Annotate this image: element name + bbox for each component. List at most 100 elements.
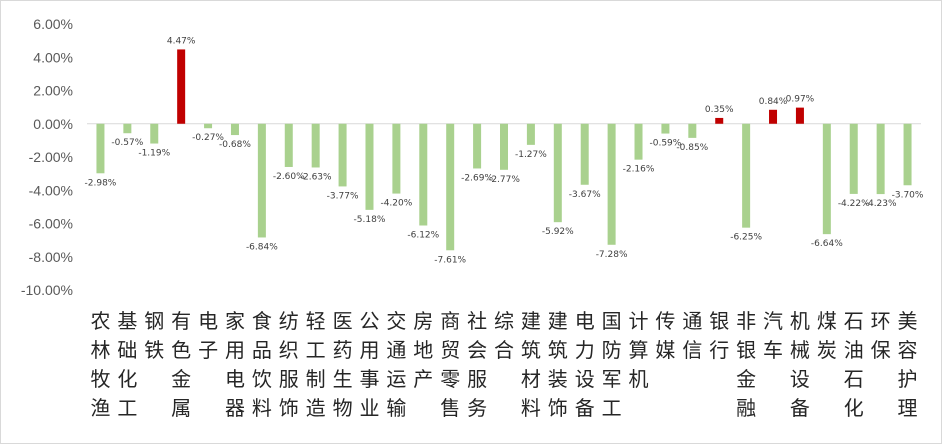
bar: [688, 123, 697, 138]
bar: [204, 123, 213, 129]
bar: [876, 123, 885, 195]
bar: [795, 107, 804, 124]
category-label: 轻工制造: [306, 309, 326, 420]
bar: [715, 117, 724, 124]
bar: [419, 123, 428, 226]
data-label: -2.63%: [300, 172, 332, 182]
data-label: -4.20%: [380, 199, 412, 209]
data-label: -2.69%: [461, 173, 493, 183]
data-label: -1.27%: [515, 150, 547, 160]
bar: [822, 123, 831, 235]
bar: [661, 123, 670, 134]
data-label: -6.12%: [407, 230, 439, 240]
data-label: 0.84%: [759, 97, 788, 107]
data-label: -7.28%: [596, 250, 628, 260]
data-label: -5.18%: [354, 215, 386, 225]
bar: [526, 123, 535, 145]
y-tick-label: 2.00%: [33, 83, 73, 99]
y-tick-label: -10.00%: [21, 282, 73, 298]
data-label: -5.92%: [542, 227, 574, 237]
category-label: 国防军工: [602, 309, 622, 420]
category-label: 美容护理: [898, 309, 918, 420]
y-tick-label: -4.00%: [29, 182, 73, 198]
data-label: -2.77%: [488, 175, 520, 185]
category-label: 计算机: [629, 309, 649, 391]
category-label: 电力设备: [575, 309, 595, 420]
data-label: -3.70%: [892, 190, 924, 200]
data-label: -3.77%: [327, 191, 359, 201]
category-label: 传媒: [655, 309, 675, 362]
bar: [392, 123, 401, 194]
category-label: 社会服务: [467, 309, 487, 420]
category-label: 商贸零售: [440, 309, 460, 420]
data-label: 0.35%: [705, 105, 734, 115]
bar: [338, 123, 347, 187]
bar: [903, 123, 912, 186]
category-label: 机械设备: [790, 309, 810, 420]
category-label: 食品饮料: [252, 309, 272, 420]
data-label: -0.27%: [192, 133, 224, 143]
category-label: 农林牧渔: [90, 309, 110, 420]
category-label: 建筑材料: [521, 309, 541, 420]
category-label: 房地产: [413, 309, 433, 391]
category-label: 煤炭: [817, 309, 837, 362]
category-label: 钢铁: [144, 309, 164, 362]
bar: [123, 123, 132, 134]
category-label: 非银金融: [736, 309, 756, 420]
category-label: 有色金属: [171, 309, 191, 420]
category-label: 综合: [494, 309, 514, 362]
bar: [553, 123, 562, 223]
data-label: -0.68%: [219, 140, 251, 150]
bar: [742, 123, 751, 228]
data-label: -0.57%: [111, 138, 143, 148]
bar: [365, 123, 374, 210]
y-tick-label: -8.00%: [29, 249, 73, 265]
y-tick-label: 4.00%: [33, 49, 73, 65]
bar: [177, 49, 186, 124]
category-label: 通信: [682, 309, 702, 362]
bar: [500, 123, 508, 170]
y-tick-label: 0.00%: [33, 116, 73, 132]
data-label: -4.22%: [838, 199, 870, 209]
category-label: 银行: [709, 309, 729, 362]
data-label: -4.23%: [865, 199, 897, 209]
data-label: -2.60%: [273, 172, 305, 182]
data-label: -1.19%: [138, 149, 170, 159]
data-label: -2.16%: [623, 165, 655, 175]
category-label: 石油石化: [844, 309, 864, 420]
data-label: 0.97%: [786, 95, 815, 105]
bar: [769, 109, 778, 124]
data-label: -7.61%: [434, 255, 466, 265]
category-label: 公用事业: [359, 309, 379, 420]
category-label: 汽车: [763, 309, 783, 362]
bar: [311, 123, 320, 168]
y-tick-label: -2.00%: [29, 149, 73, 165]
data-label: -0.85%: [676, 143, 708, 153]
category-label: 交通运输: [386, 309, 406, 420]
category-label: 环保: [871, 309, 891, 362]
bar: [446, 123, 455, 251]
bar: [607, 123, 616, 245]
data-label: -6.25%: [730, 233, 762, 243]
category-label: 电子: [198, 309, 218, 362]
category-label: 建筑装饰: [548, 309, 568, 420]
y-tick-label: -6.00%: [29, 216, 73, 232]
bar: [580, 123, 589, 185]
data-label: -6.64%: [811, 239, 843, 249]
data-label: -0.59%: [649, 139, 681, 149]
bar: [257, 123, 266, 238]
data-label: -6.84%: [246, 242, 278, 252]
data-label: 4.47%: [167, 36, 196, 46]
data-label: -2.98%: [85, 178, 117, 188]
bar: [284, 123, 293, 167]
bar: [150, 123, 159, 144]
y-tick-label: 6.00%: [33, 16, 73, 32]
category-label: 基础化工: [117, 309, 137, 420]
bar: [230, 123, 239, 136]
category-label: 纺织服饰: [279, 309, 299, 420]
bar: [473, 123, 482, 169]
category-label: 家用电器: [225, 309, 245, 420]
bar: [96, 123, 105, 174]
